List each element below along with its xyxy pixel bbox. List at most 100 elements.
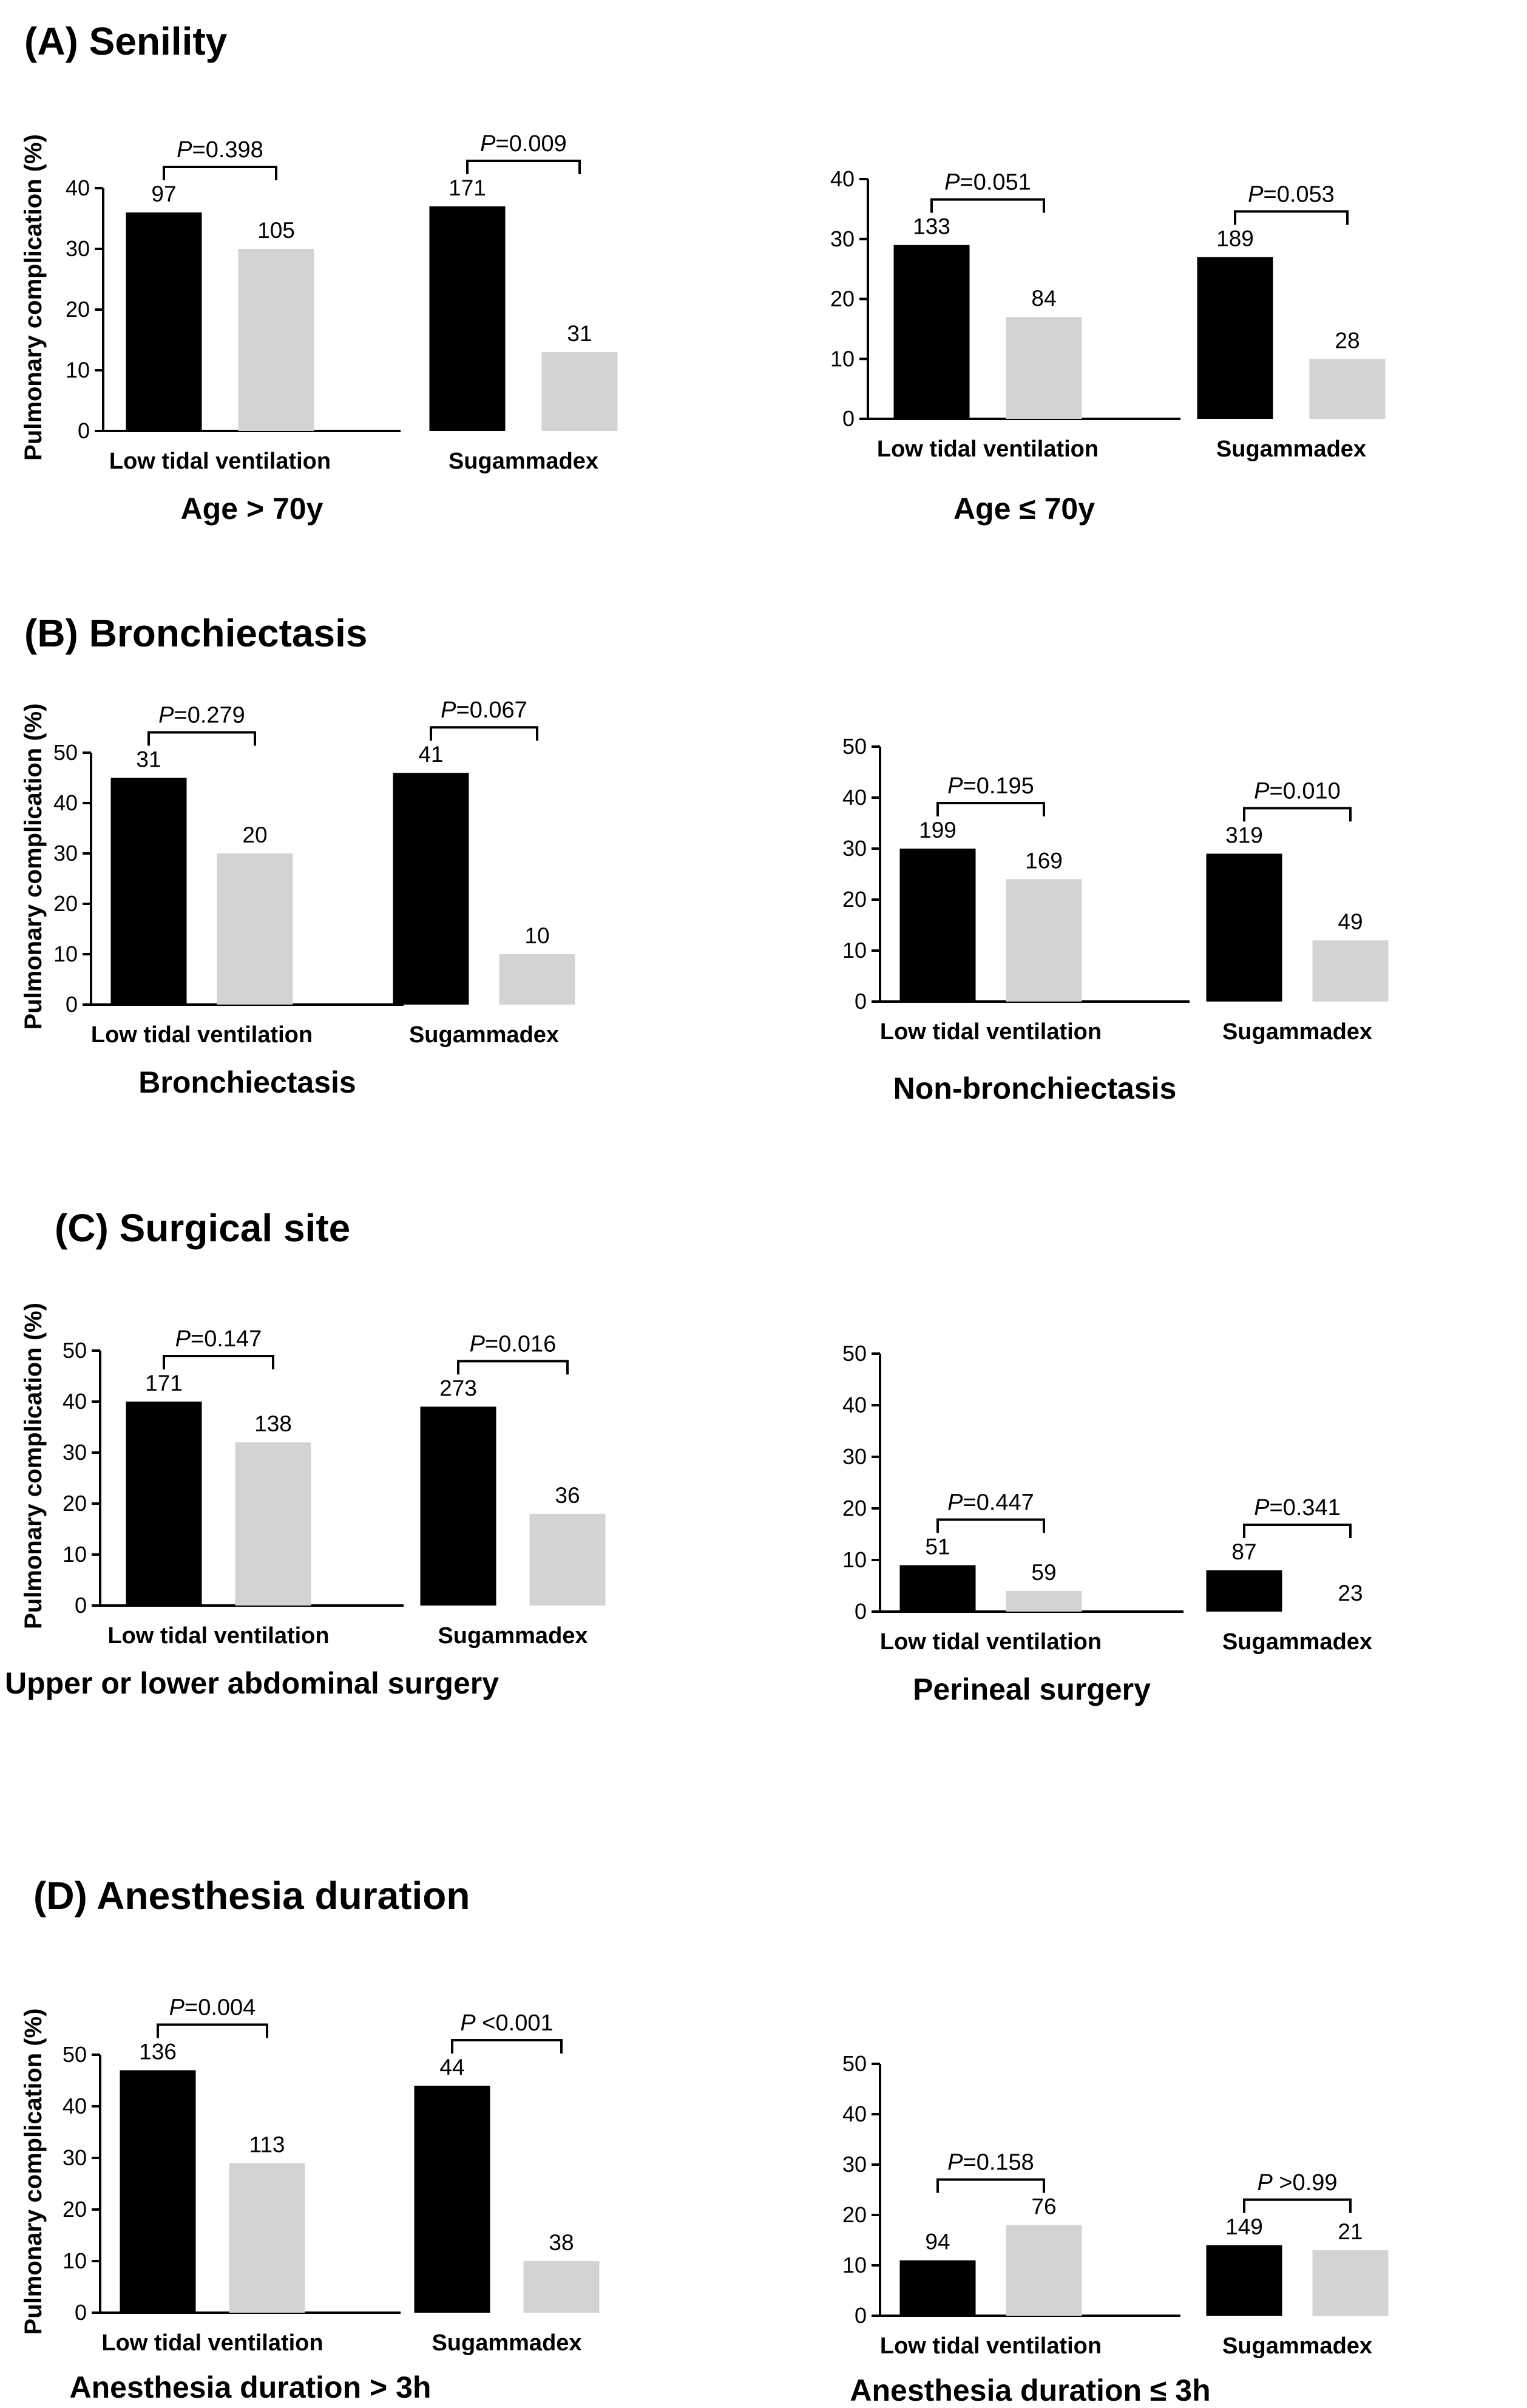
bar bbox=[414, 2086, 490, 2313]
p-value: =0.398 bbox=[192, 137, 263, 163]
bar bbox=[899, 849, 976, 1002]
bar-n-label: 59 bbox=[1031, 1560, 1056, 1585]
p-value: =0.279 bbox=[174, 703, 245, 728]
y-tick-label: 50 bbox=[842, 2051, 867, 2076]
bar-n-label: 273 bbox=[439, 1375, 477, 1400]
y-tick-label: 40 bbox=[53, 790, 78, 815]
y-tick-label: 30 bbox=[842, 836, 867, 861]
bar bbox=[1312, 2250, 1389, 2316]
p-value-bracket bbox=[936, 1518, 1045, 1533]
y-tick-label: 40 bbox=[842, 1392, 867, 1417]
y-axis-title: Pulmonary complication (%) bbox=[20, 1303, 47, 1629]
p-symbol: P bbox=[441, 697, 456, 723]
chart-title: Age > 70y bbox=[181, 492, 323, 526]
y-tick-label: 10 bbox=[842, 938, 867, 963]
p-value-bracket bbox=[163, 166, 277, 180]
category-label: Sugammadex bbox=[1222, 1019, 1372, 1045]
p-value: =0.053 bbox=[1264, 181, 1335, 207]
y-tick-label: 0 bbox=[78, 418, 90, 443]
bar bbox=[1312, 940, 1389, 1002]
bar bbox=[420, 1406, 496, 1606]
bar bbox=[523, 2261, 600, 2313]
p-symbol: P bbox=[944, 170, 960, 195]
p-symbol: P bbox=[947, 2150, 963, 2176]
bar bbox=[229, 2163, 305, 2313]
bar bbox=[120, 2070, 196, 2313]
chart-title: Anesthesia duration ≤ 3h bbox=[850, 2373, 1210, 2407]
section-title-b: (B) Bronchiectasis bbox=[24, 611, 367, 655]
bar-n-label: 133 bbox=[913, 214, 950, 239]
bar-n-label: 31 bbox=[136, 747, 161, 772]
bar bbox=[217, 853, 293, 1005]
y-tick-label: 50 bbox=[842, 734, 867, 759]
y-tick-label: 30 bbox=[66, 236, 90, 261]
category-label: Low tidal ventilation bbox=[880, 1019, 1102, 1045]
chart-panel: 0 10 20 30 40 50 Pulmonary complication (%) 136… bbox=[20, 1995, 600, 2404]
y-tick-label: 0 bbox=[66, 992, 78, 1017]
p-value: =0.195 bbox=[963, 773, 1034, 799]
p-value: =0.341 bbox=[1270, 1495, 1341, 1521]
bar bbox=[1309, 359, 1386, 419]
y-tick-label: 0 bbox=[855, 2303, 867, 2328]
y-tick-label: 0 bbox=[75, 1593, 87, 1618]
bar bbox=[1206, 2245, 1282, 2316]
category-label: Low tidal ventilation bbox=[880, 2333, 1102, 2359]
bar-n-label: 149 bbox=[1225, 2214, 1263, 2239]
y-tick-label: 50 bbox=[63, 1338, 87, 1363]
p-value: =0.004 bbox=[185, 1995, 256, 2021]
y-tick-label: 20 bbox=[842, 887, 867, 912]
category-label: Low tidal ventilation bbox=[880, 1629, 1102, 1655]
p-symbol: P bbox=[158, 703, 174, 728]
bar bbox=[899, 1565, 976, 1612]
y-tick-label: 20 bbox=[842, 1496, 867, 1521]
y-tick-label: 0 bbox=[855, 1599, 867, 1624]
bar bbox=[893, 245, 970, 419]
category-label: Low tidal ventilation bbox=[91, 1022, 313, 1048]
bar bbox=[1206, 1570, 1282, 1612]
bar-n-label: 51 bbox=[925, 1535, 950, 1559]
p-value-label: P=0.447 bbox=[947, 1490, 1034, 1516]
p-value-bracket bbox=[430, 726, 538, 741]
p-value-label: P=0.010 bbox=[1254, 778, 1341, 804]
p-symbol: P bbox=[1257, 2170, 1273, 2196]
bar-n-label: 199 bbox=[919, 818, 956, 843]
p-symbol: P bbox=[175, 1326, 191, 1352]
y-tick-label: 50 bbox=[63, 2042, 87, 2067]
category-label: Sugammadex bbox=[1222, 1629, 1372, 1655]
category-label: Low tidal ventilation bbox=[109, 449, 331, 474]
section-title-a: (A) Senility bbox=[24, 19, 228, 63]
bar bbox=[1006, 2225, 1082, 2316]
bar-n-label: 169 bbox=[1025, 848, 1063, 873]
y-tick-label: 0 bbox=[75, 2300, 87, 2325]
p-value-label: P=0.016 bbox=[470, 1331, 557, 1357]
y-tick-label: 30 bbox=[842, 2152, 867, 2177]
y-tick-label: 40 bbox=[63, 1389, 87, 1414]
bar-n-label: 105 bbox=[257, 218, 295, 243]
y-tick-label: 40 bbox=[66, 175, 90, 200]
bar bbox=[499, 954, 575, 1005]
section-title-c: (C) Surgical site bbox=[55, 1206, 350, 1250]
p-value-label: P <0.001 bbox=[460, 2010, 553, 2036]
category-label: Low tidal ventilation bbox=[101, 2330, 323, 2356]
bar-n-label: 31 bbox=[567, 321, 592, 346]
bar bbox=[1197, 257, 1273, 419]
bar-n-label: 189 bbox=[1216, 226, 1254, 251]
y-tick-label: 40 bbox=[63, 2094, 87, 2118]
p-value-label: P=0.341 bbox=[1254, 1495, 1341, 1521]
p-value-label: P=0.053 bbox=[1248, 181, 1335, 207]
category-label: Sugammadex bbox=[1216, 436, 1366, 462]
p-value-label: P=0.009 bbox=[480, 131, 567, 157]
y-tick-label: 10 bbox=[66, 358, 90, 382]
bar bbox=[126, 1402, 202, 1606]
bar-n-label: 28 bbox=[1335, 328, 1359, 353]
bar-n-label: 41 bbox=[418, 742, 443, 767]
y-tick-label: 20 bbox=[842, 2202, 867, 2227]
p-value: >0.99 bbox=[1273, 2170, 1338, 2196]
y-tick-label: 30 bbox=[63, 2145, 87, 2170]
p-symbol: P bbox=[460, 2010, 476, 2036]
